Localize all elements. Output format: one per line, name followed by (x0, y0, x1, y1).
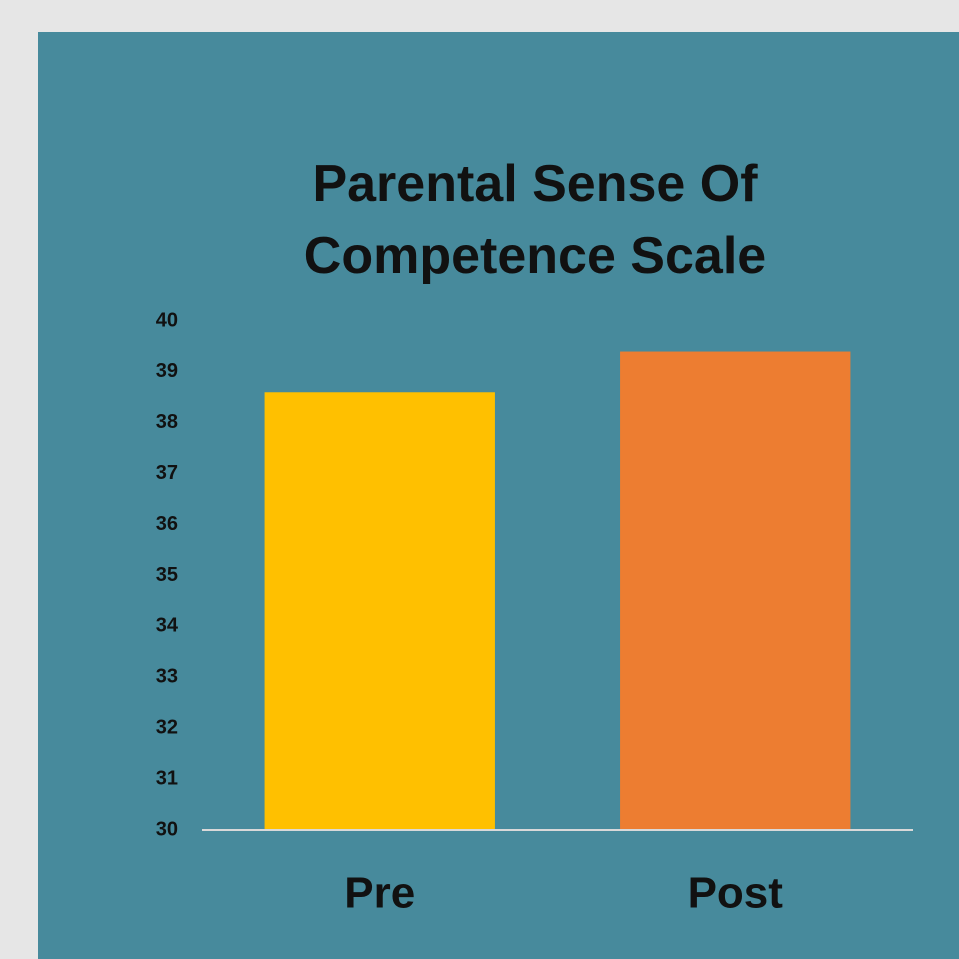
y-tick-label: 32 (156, 716, 178, 738)
y-tick-label: 40 (156, 309, 178, 331)
y-tick-label: 35 (156, 564, 178, 586)
y-tick-label: 38 (156, 411, 178, 433)
x-tick-label: Post (688, 869, 784, 918)
y-tick-label: 30 (156, 818, 178, 840)
x-tick-label: Pre (344, 869, 415, 918)
bar (264, 392, 495, 830)
chart-title: Parental Sense Of Competence Scale (303, 155, 767, 285)
y-tick-label: 34 (156, 615, 179, 637)
y-tick-label: 37 (156, 462, 178, 484)
bar (620, 351, 851, 830)
y-tick-label: 39 (156, 360, 178, 382)
y-tick-label: 31 (156, 767, 178, 789)
y-tick-label: 33 (156, 666, 178, 688)
y-tick-label: 36 (156, 513, 178, 535)
